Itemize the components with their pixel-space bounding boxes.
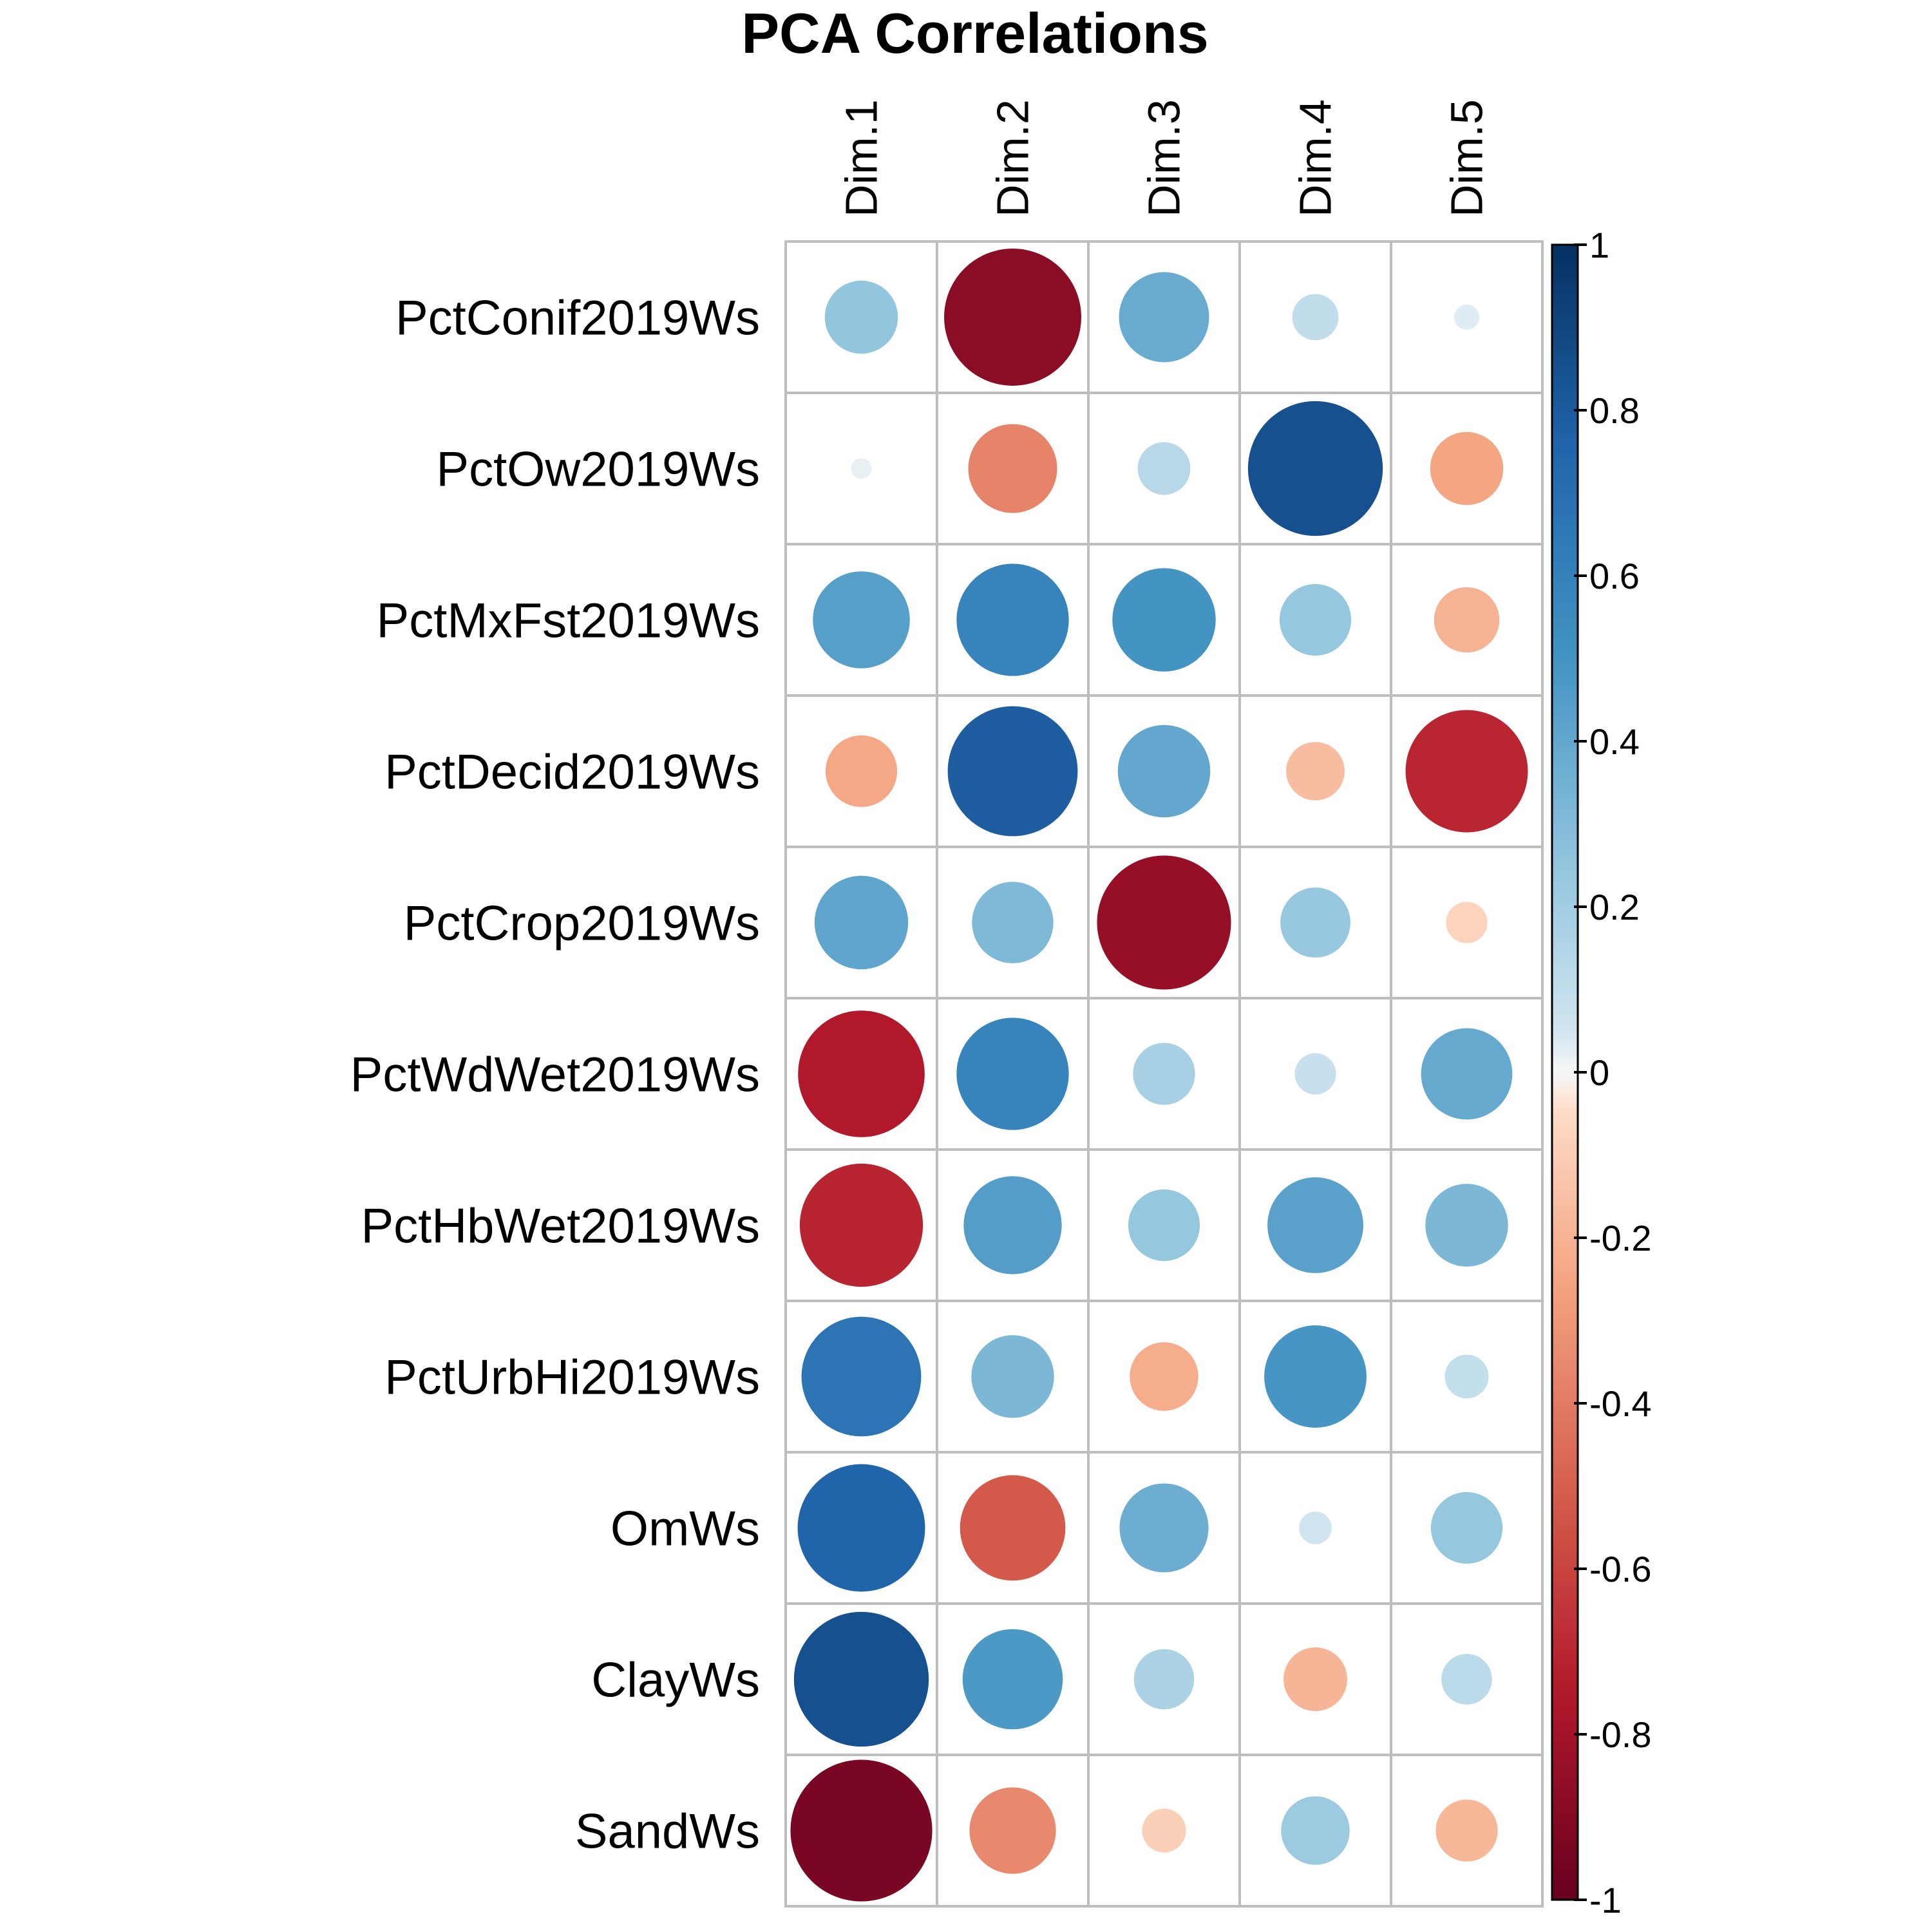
correlation-circle bbox=[969, 1787, 1056, 1874]
correlation-circle bbox=[1267, 1177, 1363, 1273]
correlation-circle bbox=[824, 280, 898, 354]
correlation-circle bbox=[972, 882, 1054, 963]
row-labels: PctConif2019Ws PctOw2019Ws PctMxFst2019Ws P… bbox=[350, 291, 760, 1859]
correlation-circle bbox=[1430, 1492, 1503, 1564]
correlation-circle bbox=[799, 1163, 923, 1287]
colorbar-tick-label: -0.4 bbox=[1589, 1383, 1652, 1424]
correlation-circle bbox=[1421, 1028, 1513, 1120]
row-label: PctMxFst2019Ws bbox=[377, 594, 760, 649]
correlation-circle bbox=[1434, 587, 1500, 653]
column-label: Dim.4 bbox=[1291, 99, 1341, 217]
correlation-circle bbox=[1119, 272, 1209, 363]
correlation-circle bbox=[825, 735, 898, 808]
row-label: PctDecid2019Ws bbox=[384, 745, 760, 800]
correlation-circle bbox=[1128, 1189, 1200, 1262]
row-label: PctCrop2019Ws bbox=[404, 896, 760, 951]
correlation-circle bbox=[1441, 1654, 1492, 1705]
colorbar bbox=[1551, 243, 1579, 1901]
correlation-circle bbox=[798, 1010, 925, 1137]
column-label: Dim.5 bbox=[1442, 99, 1492, 217]
correlation-circle bbox=[1281, 1796, 1350, 1865]
colorbar-tick-label: 0 bbox=[1589, 1052, 1609, 1093]
correlation-circle bbox=[960, 1475, 1066, 1581]
grid-cell bbox=[1238, 543, 1392, 697]
correlation-circle bbox=[793, 1611, 929, 1747]
colorbar-legend: 1 0.8 0.6 0.4 0.2 0 -0.2 -0.4 -0.6 -0.8 -1 bbox=[1551, 225, 1652, 1920]
correlation-circle bbox=[1142, 1808, 1186, 1853]
correlation-circle bbox=[1119, 1483, 1209, 1573]
chart-title: PCA Correlations bbox=[741, 1, 1208, 65]
correlation-circle bbox=[1133, 1043, 1195, 1105]
colorbar-tick-label: -1 bbox=[1589, 1880, 1622, 1920]
correlation-circle bbox=[1097, 855, 1231, 990]
correlation-circle bbox=[1247, 401, 1383, 536]
grid-cell bbox=[936, 846, 1090, 999]
correlation-circle bbox=[956, 1018, 1069, 1130]
correlation-circle bbox=[1435, 1799, 1498, 1862]
colorbar-tick-label: -0.8 bbox=[1589, 1714, 1652, 1755]
correlation-circle bbox=[956, 564, 1069, 676]
colorbar-tick-label: -0.2 bbox=[1589, 1218, 1652, 1258]
correlation-circle bbox=[1283, 1647, 1347, 1711]
row-label: OmWs bbox=[611, 1502, 760, 1557]
correlation-circle bbox=[1294, 1053, 1336, 1095]
correlation-circle bbox=[1112, 568, 1216, 672]
row-label: PctWdWet2019Ws bbox=[350, 1048, 760, 1103]
correlation-circle bbox=[1137, 442, 1191, 495]
correlation-circle bbox=[947, 706, 1078, 837]
correlation-circle bbox=[1299, 1511, 1332, 1544]
correlation-circle bbox=[797, 1464, 925, 1592]
correlation-circle bbox=[813, 571, 910, 668]
correlation-circle bbox=[801, 1316, 922, 1437]
correlation-circle bbox=[851, 458, 872, 479]
colorbar-tick-label: 0.2 bbox=[1589, 887, 1640, 927]
correlation-circle bbox=[814, 875, 909, 970]
correlation-circle bbox=[1117, 724, 1211, 818]
correlation-circle bbox=[1286, 742, 1345, 800]
correlation-matrix bbox=[784, 240, 1544, 1908]
colorbar-tick-label: 0.6 bbox=[1589, 556, 1640, 596]
row-label: SandWs bbox=[575, 1804, 760, 1859]
column-label: Dim.3 bbox=[1139, 99, 1189, 217]
correlation-circle bbox=[1454, 304, 1480, 330]
colorbar-tick-label: -0.6 bbox=[1589, 1549, 1652, 1589]
colorbar-tick-label: 1 bbox=[1589, 225, 1609, 265]
correlation-circle bbox=[1279, 583, 1352, 656]
correlation-circle bbox=[1444, 1354, 1489, 1399]
correlation-circle bbox=[1264, 1325, 1367, 1428]
colorbar-tick-label: 0.8 bbox=[1589, 390, 1640, 431]
correlation-circle bbox=[1280, 887, 1350, 958]
column-label: Dim.1 bbox=[837, 99, 887, 217]
correlation-circle bbox=[963, 1176, 1062, 1274]
correlation-circle bbox=[1292, 294, 1339, 341]
correlation-circle bbox=[971, 1335, 1054, 1418]
colorbar-tick-label: 0.4 bbox=[1589, 721, 1640, 762]
column-label: Dim.2 bbox=[988, 99, 1038, 217]
row-label: PctHbWet2019Ws bbox=[361, 1199, 760, 1254]
grid-cell bbox=[1087, 392, 1241, 545]
correlation-circle bbox=[1446, 902, 1488, 943]
correlation-circle bbox=[1430, 431, 1504, 506]
correlation-circle bbox=[1130, 1342, 1198, 1411]
correlation-circle bbox=[944, 249, 1081, 386]
row-label: PctConif2019Ws bbox=[395, 291, 760, 346]
column-labels: Dim.1 Dim.2 Dim.3 Dim.4 Dim.5 bbox=[837, 99, 1492, 217]
row-label: PctUrbHi2019Ws bbox=[384, 1350, 760, 1405]
row-label: ClayWs bbox=[591, 1653, 760, 1708]
correlation-circle bbox=[1133, 1649, 1195, 1710]
correlation-circle bbox=[962, 1629, 1063, 1730]
correlation-circle bbox=[1405, 710, 1528, 833]
correlation-circle bbox=[1425, 1184, 1508, 1267]
correlation-circle bbox=[790, 1759, 933, 1902]
row-label: PctOw2019Ws bbox=[436, 442, 760, 497]
correlation-circle bbox=[968, 424, 1057, 513]
